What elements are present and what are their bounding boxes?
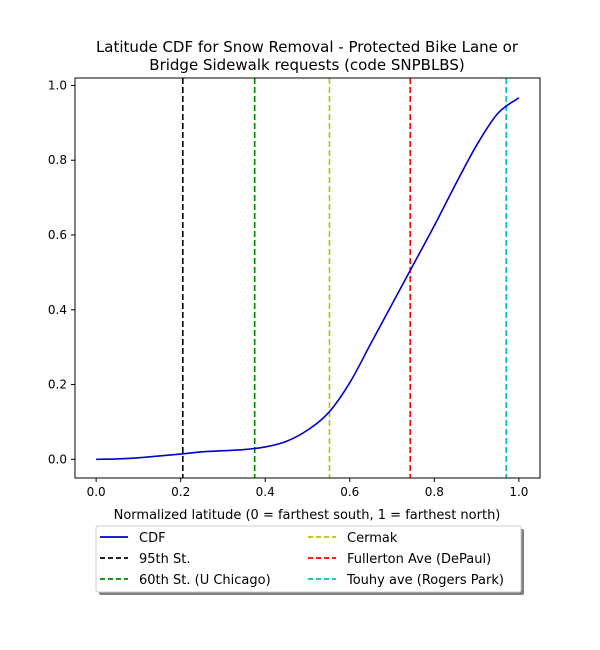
x-tick-label-3: 0.6 [340,485,359,499]
legend-label-0-2: 60th St. (U Chicago) [139,573,271,588]
plot-area [96,78,520,478]
legend-label-1-1: Fullerton Ave (DePaul) [347,552,491,567]
y-axis: 0.0 0.2 0.4 0.6 0.8 1.0 [48,78,75,466]
chart-title-line-2: Bridge Sidewalk requests (code SNPBLBS) [149,56,464,74]
series-line-0 [96,97,520,461]
x-axis: 0.0 0.2 0.4 0.6 0.8 1.0 [87,478,528,499]
x-tick-label-5: 1.0 [509,485,528,499]
legend-label-0-1: 95th St. [139,552,191,567]
legend-box [95,525,522,593]
plot-frame [74,77,541,479]
x-tick-label-1: 0.2 [171,485,190,499]
x-axis-label: Normalized latitude (0 = farthest south,… [114,508,501,523]
legend-label-0-0: CDF [139,531,166,546]
y-tick-label-4: 0.8 [48,153,67,167]
x-tick-label-4: 0.8 [425,485,444,499]
chart-title-line-1: Latitude CDF for Snow Removal - Protecte… [96,38,519,56]
legend-label-1-2: Touhy ave (Rogers Park) [346,573,504,588]
y-tick-label-1: 0.2 [48,378,67,392]
x-tick-label-0: 0.0 [87,485,106,499]
y-tick-label-2: 0.4 [48,303,67,317]
y-tick-label-5: 1.0 [48,78,67,92]
legend-label-1-0: Cermak [347,531,398,546]
x-tick-label-2: 0.4 [256,485,275,499]
y-tick-label-3: 0.6 [48,228,67,242]
legend: CDF 95th St. 60th St. (U Chicago) Cermak Ful… [95,525,524,595]
legend-items: CDF 95th St. 60th St. (U Chicago) Cermak Ful… [100,531,504,588]
y-tick-label-0: 0.0 [48,452,67,466]
